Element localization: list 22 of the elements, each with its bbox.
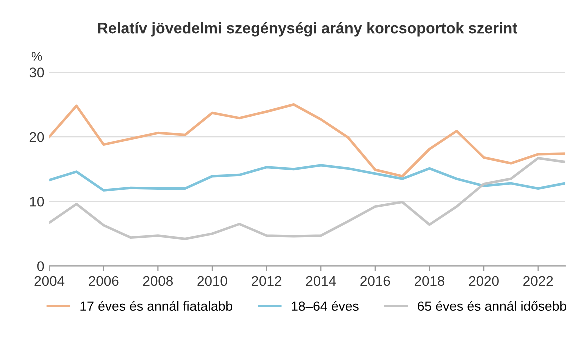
y-axis-title: %	[32, 52, 42, 61]
y-tick-label: 0	[38, 262, 44, 272]
x-tick-label: 2012	[252, 276, 282, 286]
y-tick-label: 10	[30, 196, 44, 207]
x-tick-label: 2016	[360, 276, 390, 286]
x-tick-label: 2010	[198, 276, 228, 286]
x-tick-label: 2014	[306, 276, 336, 286]
legend-label: 18–64 éves	[292, 301, 359, 312]
line-series	[50, 164, 566, 192]
x-tick-label: 2018	[414, 276, 445, 286]
legend-label: 65 éves és annál idősebb	[418, 301, 566, 312]
line-series	[50, 104, 566, 178]
y-tick-label: 30	[30, 68, 44, 78]
x-tick-label: 2022	[524, 276, 554, 286]
x-tick-label: 2020	[469, 276, 499, 286]
legend-label: 17 éves és annál fiatalabb	[80, 301, 232, 312]
line-series	[50, 157, 566, 240]
x-tick-label: 2006	[89, 276, 119, 286]
y-tick-label: 20	[30, 132, 44, 142]
x-tick-label: 2004	[34, 276, 65, 286]
chart-title: Relatív jövedelmi szegénységi arány korcsoportok szerint	[98, 22, 518, 37]
x-tick-label: 2008	[143, 276, 174, 286]
